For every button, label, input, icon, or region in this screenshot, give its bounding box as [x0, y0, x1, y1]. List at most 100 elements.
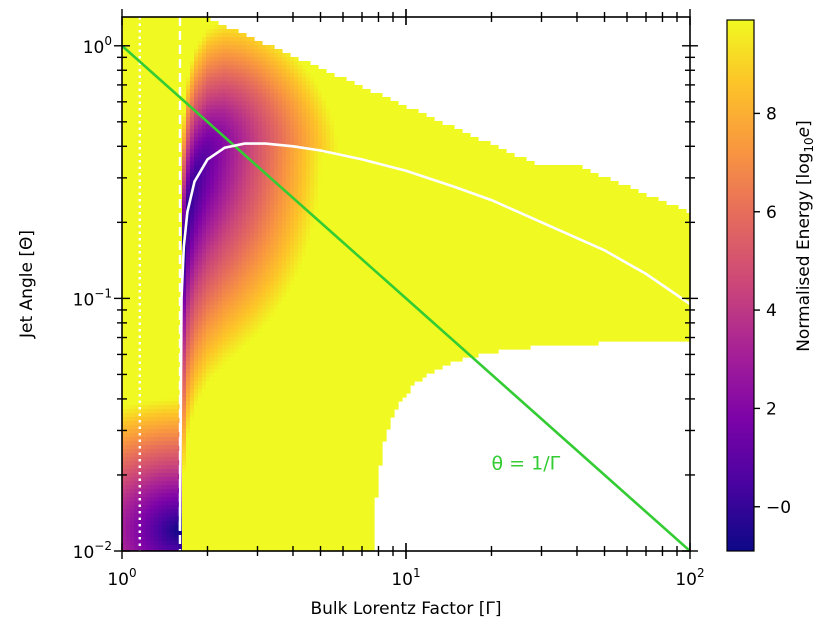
heatmap-cell: [146, 17, 151, 22]
heatmap-cell: [170, 217, 175, 222]
heatmap-cell: [250, 445, 255, 450]
heatmap-cell: [242, 281, 247, 286]
heatmap-cell: [134, 493, 139, 498]
heatmap-cell: [162, 77, 167, 82]
heatmap-cell: [262, 73, 267, 78]
heatmap-cell: [146, 425, 151, 430]
heatmap-cell: [246, 333, 251, 338]
heatmap-cell: [146, 405, 151, 410]
heatmap-cell: [174, 405, 179, 410]
heatmap-cell: [218, 381, 223, 386]
heatmap-cell: [142, 133, 147, 138]
heatmap-cell: [266, 277, 271, 282]
heatmap-cell: [230, 177, 235, 182]
heatmap-cell: [170, 181, 175, 186]
heatmap-cell: [258, 237, 263, 242]
heatmap-cell: [214, 437, 219, 442]
heatmap-cell: [270, 117, 275, 122]
heatmap-cell: [234, 221, 239, 226]
heatmap-cell: [126, 37, 131, 42]
heatmap-cell: [226, 457, 231, 462]
heatmap-cell: [174, 213, 179, 218]
heatmap-cell: [186, 121, 191, 126]
heatmap-cell: [242, 109, 247, 114]
heatmap-cell: [162, 217, 167, 222]
heatmap-cell: [214, 41, 219, 46]
heatmap-cell: [214, 517, 219, 522]
heatmap-cell: [214, 381, 219, 386]
heatmap-cell: [178, 69, 183, 74]
heatmap-cell: [210, 117, 215, 122]
heatmap-cell: [198, 489, 203, 494]
heatmap-cell: [206, 445, 211, 450]
heatmap-cell: [258, 341, 263, 346]
heatmap-cell: [162, 193, 167, 198]
heatmap-cell: [186, 325, 191, 330]
heatmap-cell: [198, 517, 203, 522]
heatmap-cell: [182, 469, 187, 474]
heatmap-cell: [182, 161, 187, 166]
heatmap-cell: [162, 457, 167, 462]
heatmap-cell: [234, 337, 239, 342]
heatmap-cell: [162, 209, 167, 214]
heatmap-cell: [170, 105, 175, 110]
heatmap-cell: [174, 289, 179, 294]
heatmap-cell: [214, 173, 219, 178]
heatmap-cell: [206, 369, 211, 374]
heatmap-cell: [166, 461, 171, 466]
heatmap-cell: [222, 481, 227, 486]
heatmap-cell: [142, 261, 147, 266]
heatmap-cell: [246, 497, 251, 502]
heatmap-cell: [202, 293, 207, 298]
heatmap-cell: [222, 117, 227, 122]
heatmap-cell: [138, 533, 143, 538]
heatmap-cell: [162, 469, 167, 474]
heatmap-cell: [210, 41, 215, 46]
heatmap-cell: [182, 437, 187, 442]
heatmap-cell: [158, 345, 163, 350]
heatmap-cell: [246, 533, 251, 538]
heatmap-cell: [174, 301, 179, 306]
heatmap-cell: [258, 309, 263, 314]
heatmap-cell: [234, 209, 239, 214]
heatmap-cell: [218, 529, 223, 534]
heatmap-cell: [238, 329, 243, 334]
heatmap-cell: [202, 525, 207, 530]
heatmap-cell: [126, 345, 131, 350]
heatmap-cell: [242, 409, 247, 414]
heatmap-cell: [234, 109, 239, 114]
heatmap-cell: [222, 505, 227, 510]
heatmap-cell: [234, 49, 239, 54]
heatmap-cell: [146, 353, 151, 358]
heatmap-cell: [146, 453, 151, 458]
heatmap-cell: [126, 465, 131, 470]
heatmap-cell: [130, 105, 135, 110]
heatmap-cell: [134, 501, 139, 506]
heatmap-cell: [166, 237, 171, 242]
heatmap-cell: [254, 337, 259, 342]
heatmap-cell: [238, 81, 243, 86]
heatmap-cell: [218, 157, 223, 162]
heatmap-cell: [242, 373, 247, 378]
heatmap-cell: [266, 465, 271, 470]
heatmap-cell: [158, 109, 163, 114]
heatmap-cell: [194, 357, 199, 362]
heatmap-cell: [266, 65, 271, 70]
heatmap-cell: [254, 289, 259, 294]
heatmap-cell: [218, 229, 223, 234]
heatmap-cell: [266, 493, 271, 498]
heatmap-cell: [126, 425, 131, 430]
heatmap-cell: [190, 461, 195, 466]
heatmap-cell: [254, 245, 259, 250]
heatmap-cell: [182, 85, 187, 90]
heatmap-cell: [266, 121, 271, 126]
heatmap-cell: [202, 201, 207, 206]
heatmap-cell: [202, 337, 207, 342]
heatmap-cell: [198, 353, 203, 358]
heatmap-cell: [134, 429, 139, 434]
heatmap-cell: [134, 505, 139, 510]
heatmap-cell: [222, 417, 227, 422]
heatmap-cell: [258, 261, 263, 266]
heatmap-cell: [142, 545, 147, 550]
heatmap-cell: [222, 45, 227, 50]
